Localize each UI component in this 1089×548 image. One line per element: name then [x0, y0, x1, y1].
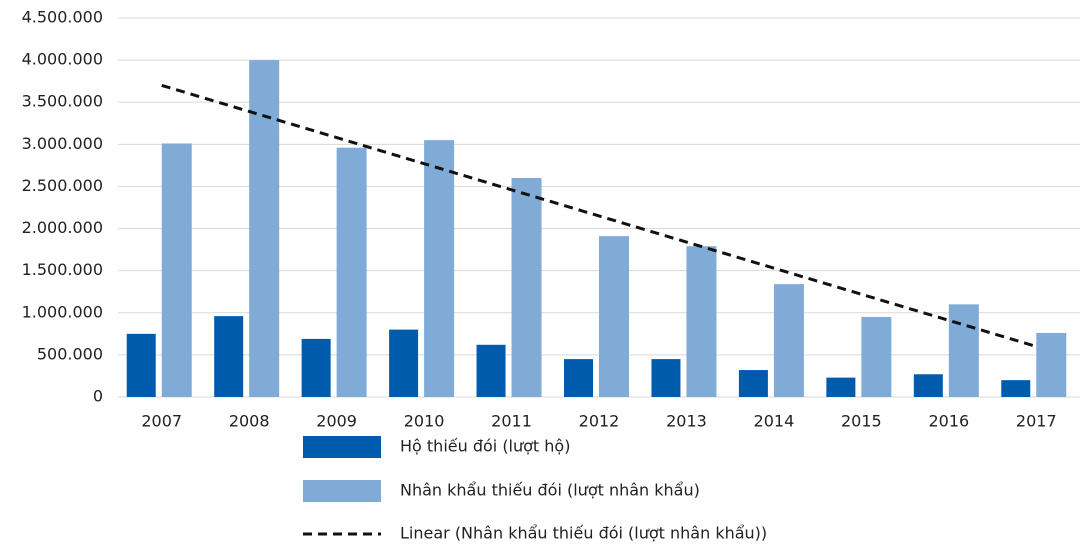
y-tick-label: 2.500.000 [22, 176, 103, 195]
bar [389, 329, 419, 397]
x-tick-label: 2009 [316, 412, 357, 431]
bar [599, 236, 629, 397]
bar [564, 359, 593, 397]
bar [651, 359, 681, 397]
bar [476, 344, 506, 397]
bar [301, 338, 331, 397]
bar [511, 178, 542, 397]
bar [773, 284, 804, 397]
bar [126, 333, 156, 397]
bar [1036, 332, 1067, 397]
y-tick-label: 1.000.000 [22, 302, 103, 321]
y-tick-label: 4.500.000 [22, 8, 103, 27]
y-tick-label: 3.500.000 [22, 92, 103, 111]
bar [686, 246, 717, 397]
x-tick-label: 2011 [491, 412, 532, 431]
bar [861, 316, 892, 397]
legend-label: Linear (Nhân khẩu thiếu đói (lượt nhân k… [400, 524, 767, 543]
bar [826, 377, 856, 397]
x-tick-label: 2017 [1016, 412, 1057, 431]
legend-label: Hộ thiếu đói (lượt hộ) [400, 437, 570, 456]
legend-label: Nhân khẩu thiếu đói (lượt nhân khẩu) [400, 481, 700, 500]
bar [424, 140, 455, 397]
trendline [161, 83, 1037, 348]
x-tick-label: 2010 [404, 412, 445, 431]
bar [738, 370, 768, 397]
bar [1001, 380, 1031, 397]
y-tick-label: 3.000.000 [22, 134, 103, 153]
y-tick-label: 1.500.000 [22, 260, 103, 279]
x-tick-label: 2008 [229, 412, 270, 431]
legend-swatch [303, 436, 381, 458]
x-tick-label: 2007 [141, 412, 182, 431]
bar [913, 374, 943, 397]
bar [161, 143, 192, 397]
bar [336, 147, 367, 397]
bar [214, 316, 244, 397]
y-tick-label: 2.000.000 [22, 218, 103, 237]
bar [948, 304, 979, 397]
x-tick-label: 2012 [579, 412, 620, 431]
x-tick-label: 2013 [666, 412, 707, 431]
x-tick-label: 2016 [928, 412, 969, 431]
y-tick-label: 4.000.000 [22, 50, 103, 69]
bar [249, 60, 280, 397]
legend-swatch [303, 480, 381, 502]
x-tick-label: 2014 [754, 412, 795, 431]
y-tick-label: 0 [93, 387, 103, 406]
x-tick-label: 2015 [841, 412, 882, 431]
y-tick-label: 500.000 [37, 344, 103, 363]
